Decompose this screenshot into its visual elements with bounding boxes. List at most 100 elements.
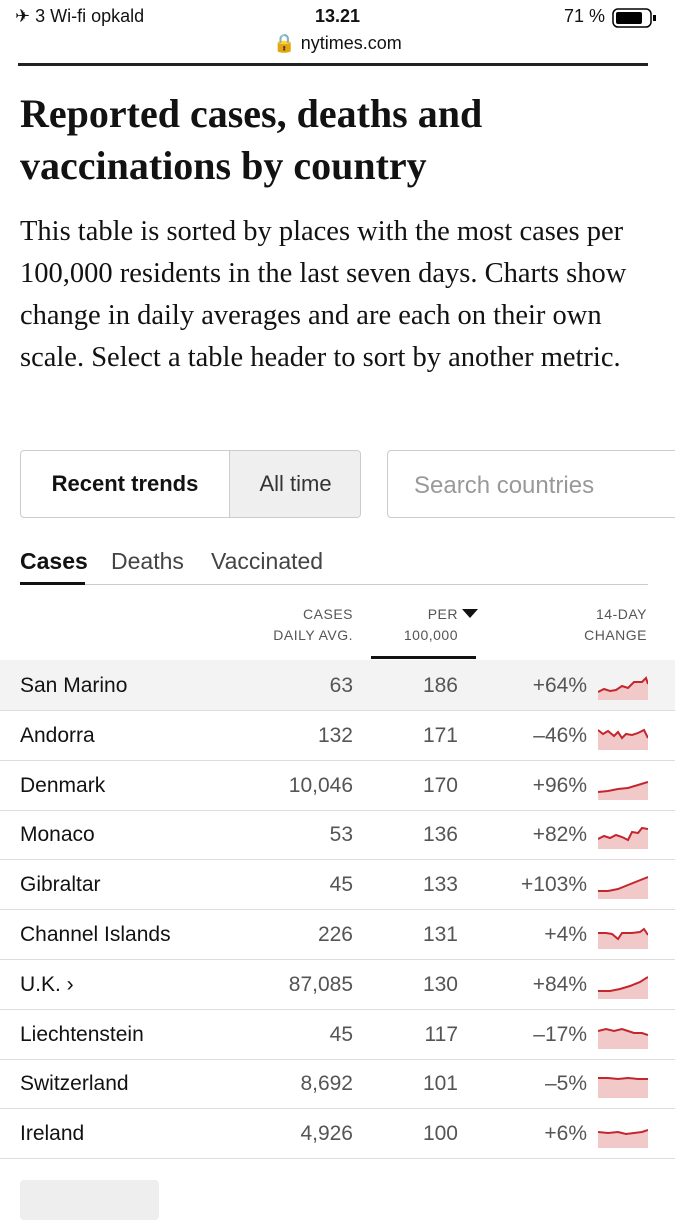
sparkline-line <box>598 975 648 992</box>
tab[interactable]: Vaccinated <box>211 548 324 574</box>
sparkline <box>598 780 648 800</box>
sparkline-line <box>598 780 648 793</box>
country: San Marino <box>20 674 128 697</box>
change: +96% <box>532 773 587 797</box>
view-toggle: Recent trends All time <box>20 450 361 518</box>
cases-avg: 10,046 <box>288 773 353 797</box>
sparkline <box>598 975 648 999</box>
sparkline <box>598 728 648 750</box>
toggle-all[interactable]: All time <box>229 451 360 517</box>
change: –17% <box>533 1022 587 1046</box>
table-row[interactable]: Channel Islands 226 131 +4% <box>0 909 675 960</box>
per-100k: 131 <box>422 923 458 946</box>
country: Gibraltar <box>20 873 101 897</box>
sparkline-area <box>598 1130 648 1149</box>
country: Monaco <box>20 823 95 847</box>
sparkline <box>598 927 648 949</box>
tab[interactable]: Cases <box>20 548 88 574</box>
cases-avg: 63 <box>329 674 353 697</box>
more-button[interactable] <box>20 1180 159 1220</box>
sparkline-line <box>598 676 648 693</box>
per-100k: 130 <box>422 972 458 996</box>
sparkline-area <box>598 678 648 700</box>
change: +103% <box>521 873 587 897</box>
cases-avg: 132 <box>317 723 353 747</box>
table-row[interactable]: Switzerland 8,692 101 –5% <box>0 1058 675 1110</box>
sort-arrow <box>462 609 478 618</box>
cases-avg: 53 <box>329 823 353 847</box>
per-100k: 136 <box>422 823 458 847</box>
tab-rule <box>20 584 648 585</box>
country: Andorra <box>20 723 95 747</box>
per-100k: 100 <box>422 1122 458 1146</box>
col-header[interactable]: CASES DAILY AVG. <box>273 606 353 643</box>
sparkline-area <box>598 976 648 999</box>
sparkline-line <box>598 827 648 842</box>
sparkline-area <box>598 729 648 750</box>
title: Reported cases, deaths and vaccinations … <box>20 91 483 188</box>
per-100k: 133 <box>422 873 458 897</box>
time: 13.21 <box>314 6 361 26</box>
sparkline <box>598 1129 648 1149</box>
search-placeholder: Search countries <box>414 472 595 499</box>
table-row[interactable]: Denmark 10,046 170 +96% <box>0 760 675 811</box>
battery: 71 % <box>563 6 605 26</box>
description: This table is sorted by places with the … <box>20 216 627 373</box>
sparkline-line <box>598 728 648 740</box>
col-header[interactable]: 14-DAY CHANGE <box>584 606 647 643</box>
tab[interactable]: Deaths <box>111 548 184 574</box>
change: +84% <box>532 972 587 996</box>
sparkline-line <box>598 876 648 893</box>
carrier: ✈ 3 Wi-fi opkald <box>15 6 145 26</box>
country: U.K. › <box>20 972 74 996</box>
table-row[interactable]: Ireland 4,926 100 +6% <box>0 1108 675 1160</box>
per-100k: 101 <box>422 1072 458 1096</box>
table-row[interactable]: Andorra 132 171 –46% <box>0 710 675 761</box>
sparkline-line <box>598 1027 648 1036</box>
sparkline-line <box>598 1129 648 1136</box>
table-row[interactable]: U.K. › 87,085 130 +84% <box>0 959 675 1010</box>
table-row[interactable]: Monaco 53 136 +82% <box>0 809 675 861</box>
country: Ireland <box>20 1122 85 1146</box>
change: +64% <box>532 674 587 697</box>
sparkline-area <box>598 1078 648 1099</box>
sparkline <box>598 1077 648 1099</box>
per-100k: 170 <box>422 773 458 797</box>
change: –5% <box>544 1072 587 1096</box>
cases-avg: 226 <box>317 923 353 946</box>
url-text: nytimes.com <box>300 33 402 53</box>
cases-avg: 87,085 <box>288 972 353 996</box>
sparkline-line <box>598 927 648 941</box>
search-box[interactable]: Search countries <box>387 450 675 518</box>
table-row[interactable]: Liechtenstein 45 117 –17% <box>0 1009 675 1060</box>
country: Channel Islands <box>20 923 171 946</box>
battery-icon <box>612 8 656 28</box>
sparkline <box>598 876 648 900</box>
per-100k: 171 <box>422 723 458 747</box>
country: Liechtenstein <box>20 1022 144 1046</box>
per-100k: 117 <box>424 1022 458 1046</box>
toggle-recent[interactable]: Recent trends <box>51 471 199 496</box>
cases-avg: 8,692 <box>300 1072 353 1096</box>
per-100k: 186 <box>422 674 458 697</box>
cases-avg: 45 <box>329 873 353 897</box>
rule <box>18 63 648 66</box>
sparkline <box>598 827 648 850</box>
table-row[interactable]: Gibraltar 45 133 +103% <box>0 859 675 911</box>
cases-avg: 4,926 <box>300 1122 353 1146</box>
tab-underline <box>20 582 85 585</box>
table-row[interactable]: San Marino 63 186 +64% <box>0 660 675 711</box>
sparkline <box>598 1027 648 1049</box>
country: Switzerland <box>20 1072 129 1096</box>
sort-underline <box>371 656 476 659</box>
col-header[interactable]: PER 100,000 <box>403 606 458 643</box>
change: +82% <box>532 823 587 847</box>
sparkline <box>598 676 648 700</box>
change: –46% <box>533 723 587 747</box>
change: +6% <box>544 1122 587 1146</box>
cases-avg: 45 <box>329 1022 353 1046</box>
url: 🔒 nytimes.com <box>273 33 402 53</box>
sparkline-line <box>598 1077 648 1081</box>
country: Denmark <box>20 773 106 797</box>
